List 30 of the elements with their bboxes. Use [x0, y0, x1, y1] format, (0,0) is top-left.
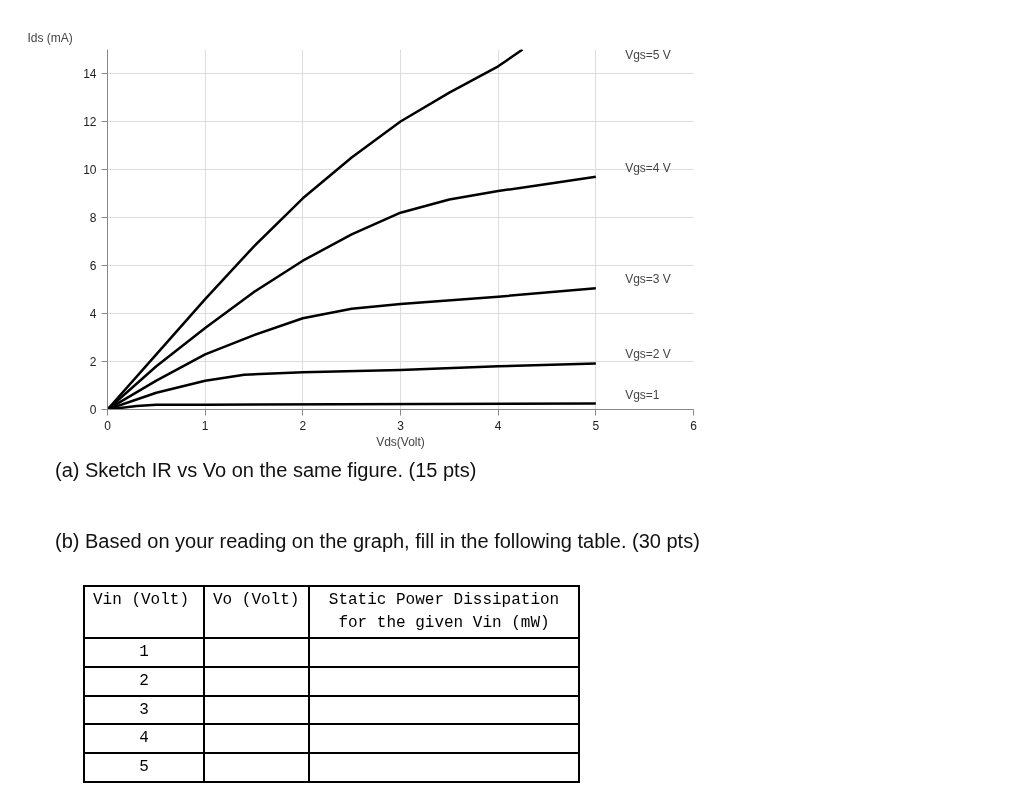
text: Vgs=3 V	[625, 272, 671, 287]
text: 3	[84, 695, 204, 725]
text: Static Power Dissipation for the given Vin (mW)	[309, 586, 579, 638]
y-axis-title: Ids (mA)	[27, 30, 73, 45]
x-tick-label: 3	[397, 418, 405, 433]
x-tick-label: 2	[299, 418, 307, 433]
y-tick-label: 10	[83, 163, 97, 177]
y-tick-label: 6	[89, 259, 97, 273]
y-tick-label: 4	[89, 307, 97, 321]
text: Vo (Volt)	[204, 586, 309, 638]
x-tick-label: 4	[494, 418, 502, 433]
x-axis-title: Vds(Volt)	[376, 434, 425, 449]
x-tick-label: 0	[104, 418, 112, 433]
text: (b) Based on your reading on the graph, fill in the following table. (30 pts)	[55, 528, 700, 554]
x-tick-label: 1	[201, 418, 209, 433]
text: (a) Sketch IR vs Vo on the same figure. (15 pts)	[55, 458, 478, 483]
x-tick-label: 6	[690, 418, 698, 433]
text: Vgs=2 V	[625, 347, 671, 362]
text: 5	[84, 753, 204, 783]
text: Vgs=5 V	[625, 47, 671, 62]
y-tick-label: 8	[89, 211, 97, 225]
y-tick-label: 12	[83, 115, 97, 129]
y-tick-label: 2	[89, 355, 97, 369]
text: Vgs=1	[625, 387, 660, 402]
text: 1	[84, 637, 204, 667]
y-tick-label: 0	[89, 403, 97, 417]
text: Vin (Volt)	[84, 586, 204, 638]
y-tick-label: 14	[83, 67, 97, 81]
text: Vgs=4 V	[625, 160, 671, 175]
x-tick-label: 5	[592, 418, 600, 433]
